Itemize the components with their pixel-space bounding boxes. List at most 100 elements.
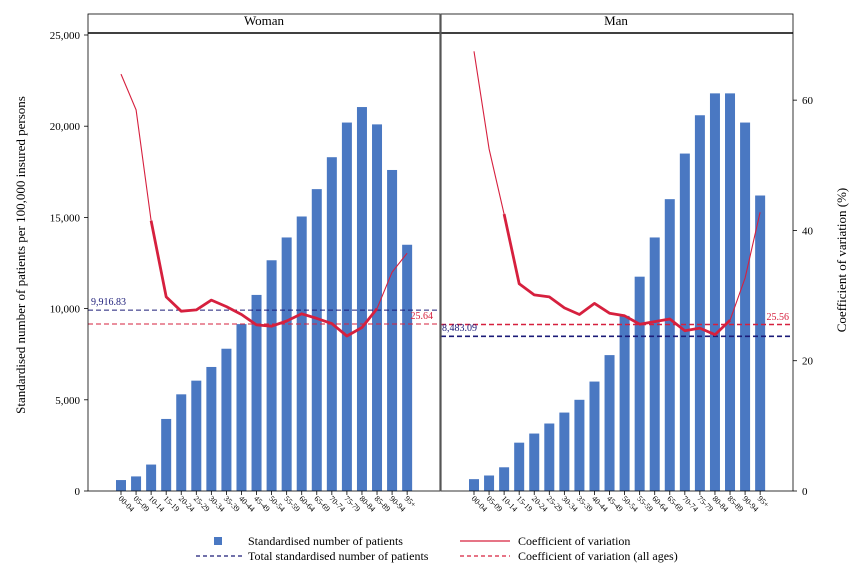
x-tick-label: 05-09 bbox=[485, 494, 505, 514]
y-right-tick-label: 40 bbox=[802, 225, 814, 237]
x-tick-label: 15-19 bbox=[162, 494, 182, 514]
bar-man-90-94 bbox=[740, 122, 751, 491]
bar-man-20-24 bbox=[529, 433, 540, 491]
bar-woman-15-19 bbox=[161, 418, 172, 491]
x-tick-label: 50-54 bbox=[267, 494, 287, 514]
bar-man-35-39 bbox=[574, 399, 585, 491]
x-tick-label: 30-34 bbox=[560, 494, 580, 514]
legend-label-cv: Coefficient of variation bbox=[518, 534, 630, 548]
y-tick-label: 0 bbox=[75, 486, 81, 498]
x-tick-label: 00-04 bbox=[117, 494, 137, 514]
x-tick-label: 90-94 bbox=[741, 494, 761, 514]
y-axis-label: Standardised number of patients per 100,… bbox=[13, 96, 28, 414]
x-tick-label: 10-14 bbox=[147, 494, 167, 514]
x-tick-label: 80-84 bbox=[711, 494, 731, 514]
bar-woman-05-09 bbox=[131, 476, 142, 491]
y-right-tick-label: 20 bbox=[802, 356, 814, 368]
bar-woman-00-04 bbox=[116, 480, 126, 491]
x-tick-label: 35-39 bbox=[575, 494, 595, 514]
x-tick-label: 90-94 bbox=[388, 494, 408, 514]
bar-man-00-04 bbox=[469, 479, 479, 491]
bar-woman-80-84 bbox=[356, 107, 367, 491]
bar-woman-60-64 bbox=[296, 216, 307, 491]
legend: Standardised number of patients Coeffici… bbox=[196, 534, 678, 563]
x-tick-label: 40-44 bbox=[590, 494, 610, 514]
bar-woman-40-44 bbox=[236, 324, 247, 491]
cv-all-label-woman: 25.64 bbox=[411, 311, 434, 322]
x-tick-label: 55-59 bbox=[635, 494, 655, 514]
cv-all-label-man: 25.56 bbox=[767, 312, 790, 323]
panel-title-woman: Woman bbox=[244, 13, 285, 28]
cv-line-end-woman bbox=[376, 252, 408, 309]
legend-label-total: Total standardised number of patients bbox=[248, 549, 429, 563]
x-tick-label: 85-89 bbox=[726, 494, 746, 514]
bar-woman-95+ bbox=[402, 244, 413, 491]
x-tick-label: 65-69 bbox=[312, 494, 332, 514]
x-tick-label: 40-44 bbox=[237, 494, 257, 514]
y-right-tick-label: 0 bbox=[802, 486, 808, 498]
x-tick-label: 70-74 bbox=[327, 494, 347, 514]
x-tick-label: 20-24 bbox=[530, 494, 550, 514]
bar-woman-10-14 bbox=[146, 464, 157, 491]
x-tick-label: 15-19 bbox=[515, 494, 535, 514]
bar-man-40-44 bbox=[589, 381, 600, 491]
y-tick-label: 10,000 bbox=[50, 304, 81, 316]
y-tick-label: 5,000 bbox=[55, 395, 80, 407]
cv-line-main-man bbox=[502, 213, 731, 337]
x-tick-label: 10-14 bbox=[500, 494, 520, 514]
bar-woman-25-29 bbox=[191, 380, 202, 491]
bar-man-55-59 bbox=[634, 276, 645, 491]
cv-line-start-woman bbox=[120, 73, 152, 221]
bar-woman-20-24 bbox=[176, 394, 187, 491]
legend-label-bars: Standardised number of patients bbox=[248, 534, 403, 548]
y-tick-label: 25,000 bbox=[50, 30, 81, 42]
y-right-tick-label: 60 bbox=[802, 95, 814, 107]
x-tick-label: 25-29 bbox=[192, 494, 212, 514]
bar-woman-75-79 bbox=[341, 122, 352, 491]
bar-man-50-54 bbox=[619, 315, 630, 491]
bar-man-15-19 bbox=[514, 442, 525, 491]
bar-man-45-49 bbox=[604, 355, 615, 491]
x-tick-label: 60-64 bbox=[297, 494, 317, 514]
x-tick-label: 00-04 bbox=[470, 494, 490, 514]
x-tick-label: 60-64 bbox=[650, 494, 670, 514]
bar-man-05-09 bbox=[484, 475, 495, 491]
cv-line-main-woman bbox=[149, 220, 379, 338]
x-tick-label: 55-59 bbox=[282, 494, 302, 514]
bar-man-60-64 bbox=[649, 237, 660, 491]
bars-layer bbox=[116, 93, 766, 492]
bar-man-30-34 bbox=[559, 412, 570, 491]
bar-woman-65-69 bbox=[311, 189, 322, 492]
legend-swatch-bars bbox=[214, 537, 222, 545]
frame-layer bbox=[84, 13, 797, 495]
bar-woman-55-59 bbox=[281, 237, 292, 491]
bar-man-10-14 bbox=[499, 467, 510, 491]
bar-man-75-79 bbox=[694, 115, 705, 492]
text-layer: Standardised number of patients per 100,… bbox=[13, 13, 849, 514]
cv-line-start-man bbox=[473, 51, 505, 215]
y-axis-right-label: Coefficient of variation (%) bbox=[834, 188, 849, 333]
total-label-woman: 9,916.83 bbox=[91, 297, 126, 308]
bar-man-85-89 bbox=[725, 93, 736, 492]
y-tick-label: 20,000 bbox=[50, 121, 81, 133]
x-tick-label: 45-49 bbox=[252, 494, 272, 514]
bar-man-25-29 bbox=[544, 423, 555, 491]
legend-label-cv-all: Coefficient of variation (all ages) bbox=[518, 549, 678, 563]
x-tick-label: 65-69 bbox=[665, 494, 685, 514]
x-tick-label: 75-79 bbox=[342, 494, 362, 514]
x-tick-label: 35-39 bbox=[222, 494, 242, 514]
x-tick-label: 70-74 bbox=[680, 494, 700, 514]
x-tick-label: 30-34 bbox=[207, 494, 227, 514]
bar-man-80-84 bbox=[709, 93, 720, 492]
x-tick-label: 80-84 bbox=[358, 494, 378, 514]
y-tick-label: 15,000 bbox=[50, 212, 81, 224]
bar-woman-50-54 bbox=[266, 260, 277, 491]
x-tick-label: 75-79 bbox=[695, 494, 715, 514]
bar-man-95+ bbox=[755, 195, 766, 491]
bar-man-65-69 bbox=[664, 199, 675, 491]
lines-layer bbox=[88, 51, 793, 338]
x-tick-label: 05-09 bbox=[132, 494, 152, 514]
bar-woman-90-94 bbox=[387, 169, 398, 491]
